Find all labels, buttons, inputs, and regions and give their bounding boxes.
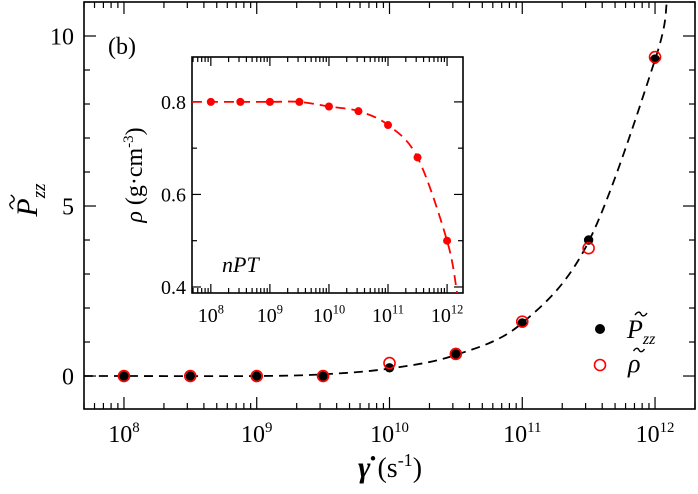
- inset-y-label-close: ): [122, 127, 148, 135]
- inset-y-tick-label: 0.4: [161, 277, 186, 299]
- tick-base: 10: [636, 422, 660, 448]
- tick-base: 10: [108, 422, 132, 448]
- main-x-tick-label: 109: [241, 420, 272, 448]
- tick-exponent: 12: [660, 420, 675, 436]
- inset-x-tick-label: 108: [198, 303, 224, 327]
- inset-series-0-point: [443, 236, 452, 245]
- inset-y-label-exponent: -3: [121, 135, 137, 148]
- legend-tilde-icon: [634, 311, 648, 317]
- legend-sub: zz: [642, 331, 656, 348]
- main-series-0-point: [119, 371, 129, 381]
- main-y-tick-label: 5: [62, 194, 74, 220]
- main-series-0-point: [451, 349, 461, 359]
- inset-series-0-point: [384, 121, 393, 130]
- tick-exponent: 11: [527, 420, 541, 436]
- tick-base: 10: [313, 305, 333, 327]
- main-series-1-point: [250, 369, 264, 383]
- tick-exponent: 8: [132, 420, 139, 436]
- main-y-tick-label: 10: [50, 24, 74, 50]
- main-series-0-point: [185, 371, 196, 381]
- inset-y-label-symbol: ρ: [122, 205, 148, 224]
- main-series-1-point: [184, 369, 197, 383]
- tick-base: 10: [241, 422, 265, 448]
- inset-series-0-point: [354, 107, 363, 116]
- main-y-tick-label: 0: [62, 364, 74, 390]
- legend-main: P: [626, 315, 643, 344]
- main-series-1-point: [383, 356, 396, 370]
- inset-x-tick-label: 1011: [372, 303, 404, 327]
- tick-base: 10: [198, 305, 218, 327]
- inset-plot-area: [192, 97, 459, 293]
- tick-exponent: 11: [392, 303, 404, 317]
- tick-base: 10: [372, 305, 392, 327]
- legend-marker-rho: [593, 358, 607, 372]
- main-series-0-point: [318, 371, 328, 381]
- inset-series-0-point: [413, 153, 422, 162]
- x-label-unit-exponent: -1: [398, 450, 413, 470]
- y-axis-label: Pzz: [11, 183, 50, 218]
- main-series-1-point: [449, 347, 463, 361]
- tick-exponent: 8: [218, 303, 224, 317]
- y-label-main: P: [11, 198, 44, 217]
- tick-base: 10: [431, 305, 451, 327]
- main-series-1-point: [117, 369, 131, 383]
- x-label-unit: (s: [370, 453, 397, 484]
- main-series-1-point: [316, 369, 330, 383]
- inset-series-0-point: [206, 97, 215, 106]
- inset-frame: [191, 56, 464, 294]
- tick-exponent: 9: [277, 303, 283, 317]
- main-plot-area: [84, 2, 668, 383]
- inset-y-label-unit: (g·cm: [122, 148, 148, 206]
- inset-y-tick-label: 0.8: [161, 92, 186, 114]
- y-label-subscript: zz: [29, 183, 50, 199]
- x-label-unit-close: ): [413, 453, 422, 484]
- main-x-tick-label: 1012: [636, 420, 675, 448]
- inset-series-0-point: [324, 102, 333, 111]
- inset-y-axis-label: ρ (g·cm-3): [121, 127, 148, 223]
- inset-x-tick-label: 109: [257, 303, 283, 327]
- tick-exponent: 12: [451, 303, 463, 317]
- legend-tilde-icon: [632, 347, 646, 353]
- main-x-tick-label: 1011: [503, 420, 541, 448]
- tick-exponent: 10: [394, 420, 409, 436]
- panel-label: (b): [108, 34, 136, 60]
- legend-label-rho: ρ: [627, 349, 640, 378]
- inset-y-tick-label: 0.6: [161, 184, 186, 206]
- tick-exponent: 9: [265, 420, 272, 436]
- main-series-1-point: [582, 241, 595, 255]
- main-series-1-point: [515, 315, 529, 328]
- y-label-tilde-icon: [9, 194, 15, 210]
- inset-annotation: nPT: [222, 252, 260, 277]
- inset-series-0-point: [295, 97, 304, 106]
- inset-series-0-point: [236, 97, 245, 106]
- tick-base: 10: [370, 422, 394, 448]
- inset-series-0-point: [265, 97, 274, 106]
- tick-base: 10: [257, 305, 277, 327]
- main-x-tick-label: 108: [108, 420, 139, 448]
- tick-exponent: 10: [333, 303, 345, 317]
- main-x-tick-label: 1010: [370, 420, 409, 448]
- x-axis-label: γ̇ (s-1): [358, 450, 422, 484]
- inset-x-tick-label: 1012: [431, 303, 463, 327]
- legend-marker-pzz: [595, 324, 605, 334]
- main-series-0-point: [252, 371, 262, 381]
- main-series-1-point: [648, 50, 662, 64]
- main-series-0-point: [517, 318, 527, 328]
- tick-base: 10: [503, 422, 527, 448]
- inset-x-tick-label: 1010: [313, 303, 345, 327]
- legend-label-pzz: Pzz: [626, 315, 656, 348]
